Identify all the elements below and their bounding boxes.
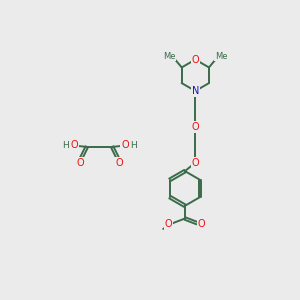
Text: O: O [121,140,129,150]
Text: O: O [191,55,199,64]
Text: Me: Me [163,52,175,61]
Text: O: O [191,122,199,132]
Text: H: H [130,140,137,149]
Text: O: O [191,158,199,168]
Text: O: O [197,219,205,229]
Text: O: O [76,158,84,168]
Text: O: O [165,219,172,229]
Text: O: O [70,140,78,150]
Text: O: O [115,158,123,168]
Text: N: N [192,86,199,96]
Text: H: H [62,140,69,149]
Text: Me: Me [215,52,228,61]
